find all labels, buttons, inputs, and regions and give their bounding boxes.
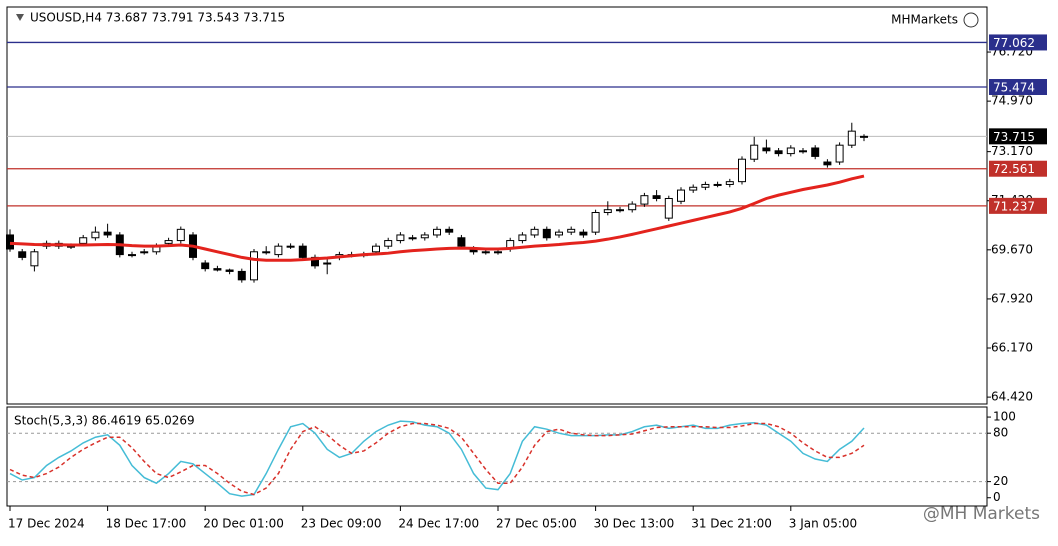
candle-body	[18, 251, 27, 258]
candle-body	[518, 234, 527, 242]
candle-body	[579, 231, 588, 236]
candle-body	[433, 228, 441, 236]
candle-body	[298, 245, 307, 258]
level-tag	[989, 128, 1047, 145]
candle-body	[79, 237, 88, 244]
x-tick-label: 18 Dec 17:00	[106, 517, 187, 531]
candle-body	[799, 150, 807, 153]
candle-body	[640, 195, 649, 205]
level-tag	[989, 197, 1047, 214]
y-tick-label: 64.420	[991, 390, 1033, 404]
candle-body	[286, 245, 295, 248]
stoch-title: Stoch(5,3,3) 86.4619 65.0269	[14, 414, 195, 428]
brand: MHMarkets	[891, 13, 958, 27]
y-tick-label: 74.970	[991, 94, 1033, 108]
candle-body	[201, 262, 210, 270]
chart-title: USOUSD,H4 73.687 73.791 73.543 73.715	[30, 11, 285, 25]
candle-body	[689, 186, 698, 191]
candle-body	[786, 147, 795, 155]
candle-body	[420, 234, 429, 239]
candle-body	[628, 203, 637, 211]
candle-body	[457, 237, 466, 247]
x-tick-label: 17 Dec 2024	[8, 517, 85, 531]
candle-body	[847, 130, 856, 146]
candle-body	[762, 147, 771, 152]
candle-body	[225, 269, 234, 272]
level-tag	[989, 160, 1047, 177]
candle-body	[664, 197, 673, 219]
x-tick-label: 31 Dec 21:00	[691, 517, 772, 531]
candle-body	[396, 234, 405, 242]
candle-body	[250, 251, 258, 281]
candle-body	[530, 228, 539, 236]
x-tick-label: 24 Dec 17:00	[398, 517, 479, 531]
stoch-line	[9, 422, 865, 496]
candle-body	[372, 245, 380, 253]
watermark: @MH Markets	[923, 504, 1040, 524]
symbol-icon	[16, 14, 24, 21]
candle-body	[542, 228, 551, 239]
y-tick-label: 20	[993, 474, 1008, 488]
candle-body	[555, 231, 563, 236]
y-tick-label: 100	[993, 410, 1016, 424]
candle-body	[616, 209, 624, 212]
candle-body	[384, 240, 393, 247]
x-tick-label: 3 Jan 05:00	[789, 517, 857, 531]
candle-body	[652, 195, 661, 199]
candle-body	[738, 158, 746, 183]
y-tick-label: 67.920	[991, 291, 1033, 305]
candle-body	[91, 231, 100, 239]
candle-body	[591, 212, 600, 233]
candle-body	[603, 209, 612, 214]
candle-body	[103, 231, 112, 236]
candle-body	[176, 228, 185, 242]
candle-body	[494, 251, 502, 254]
level-label: 77.062	[993, 36, 1035, 50]
candle-body	[323, 262, 332, 265]
candle-body	[140, 251, 149, 254]
candle-body	[811, 147, 820, 157]
level-label: 71.237	[993, 199, 1035, 213]
level-label: 72.561	[993, 162, 1035, 176]
stoch-panel	[6, 406, 988, 507]
moving-average	[9, 174, 865, 262]
level-label: 73.715	[993, 130, 1035, 144]
candle-body	[30, 251, 39, 267]
candle-body	[481, 251, 490, 254]
candle-body	[835, 144, 844, 163]
y-tick-label: 73.170	[991, 144, 1033, 158]
candle-body	[567, 228, 576, 233]
candle-body	[677, 189, 685, 202]
y-tick-label: 80	[993, 426, 1008, 440]
candle-body	[713, 183, 722, 186]
brand-icon	[963, 12, 979, 28]
candle-body	[701, 183, 710, 188]
candle-body	[164, 240, 173, 244]
candle-body	[774, 150, 783, 155]
candle-body	[445, 228, 454, 233]
candle-body	[725, 181, 734, 185]
candle-body	[262, 251, 271, 254]
level-label: 75.474	[993, 81, 1035, 95]
y-tick-label: 66.170	[991, 341, 1033, 355]
candle-body	[408, 237, 417, 240]
candle-body	[823, 161, 832, 166]
candle-body	[237, 270, 246, 281]
candle-body	[750, 144, 759, 160]
x-tick-label: 27 Dec 05:00	[496, 517, 577, 531]
level-tag	[989, 34, 1047, 51]
x-tick-label: 20 Dec 01:00	[203, 517, 284, 531]
level-tag	[989, 79, 1047, 95]
candle-body	[213, 268, 222, 271]
candle-body	[6, 234, 14, 250]
x-tick-label: 30 Dec 13:00	[594, 517, 675, 531]
stoch-line	[9, 420, 865, 497]
x-tick-label: 23 Dec 09:00	[301, 517, 382, 531]
candle-body	[860, 135, 868, 138]
y-tick-label: 69.670	[991, 242, 1033, 256]
candle-body	[274, 245, 283, 256]
candle-body	[128, 254, 136, 257]
y-tick-label: 0	[993, 490, 1001, 504]
